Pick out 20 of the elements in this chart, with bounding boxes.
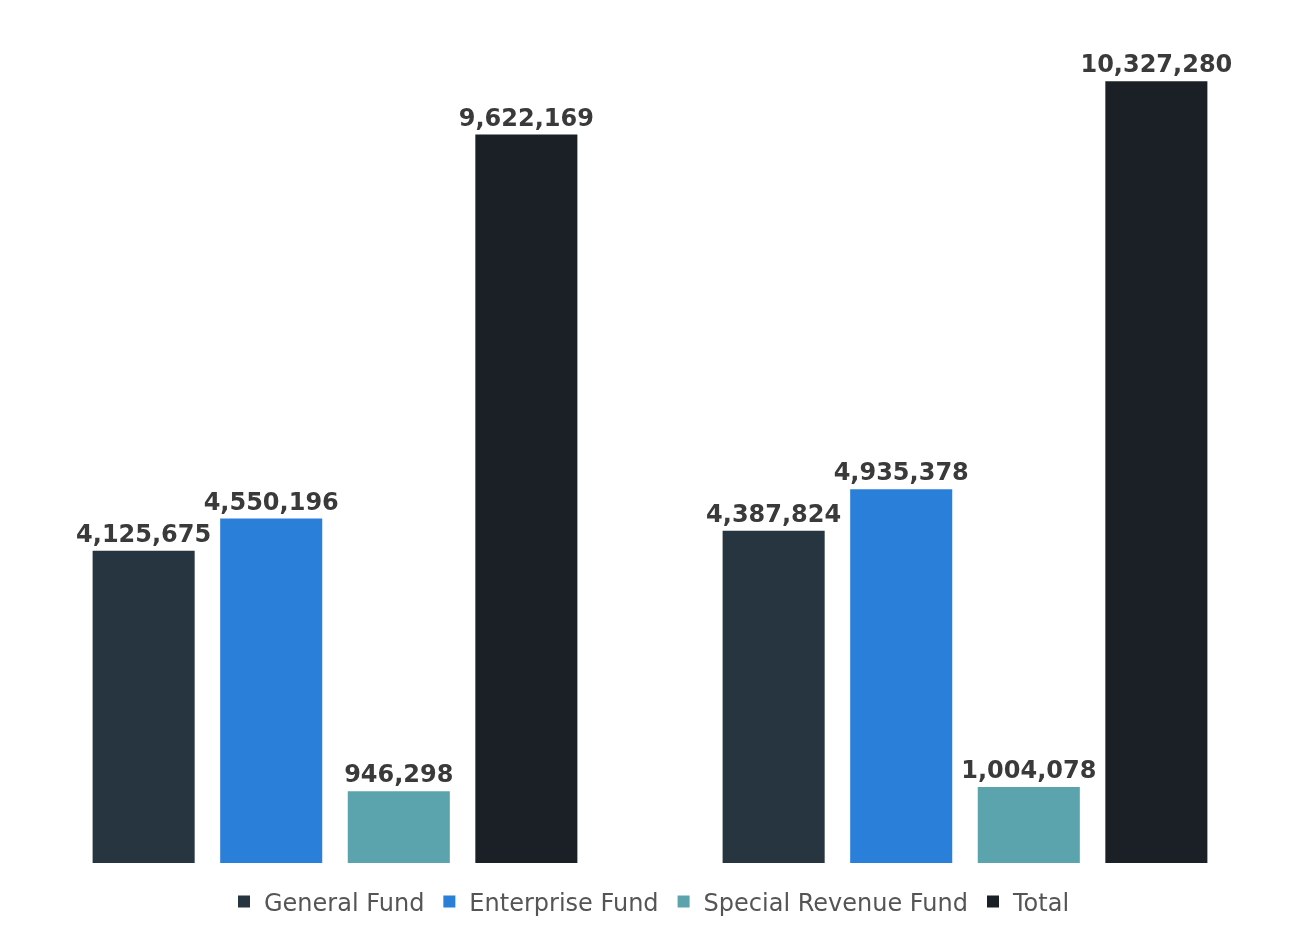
data-label: 1,004,078 <box>961 755 1097 784</box>
legend-label: Total <box>1012 888 1070 917</box>
bar <box>722 530 825 863</box>
bar <box>977 786 1080 863</box>
data-label: 4,550,196 <box>203 487 339 516</box>
bar <box>475 134 578 863</box>
data-label: 4,387,824 <box>706 499 842 528</box>
bar <box>347 791 450 863</box>
legend-label: Special Revenue Fund <box>703 888 968 917</box>
legend-label: Enterprise Fund <box>469 888 659 917</box>
bar <box>220 518 323 863</box>
data-label: 4,125,675 <box>76 519 212 548</box>
bar <box>92 550 195 863</box>
bar <box>1105 81 1208 863</box>
data-label: 10,327,280 <box>1080 50 1233 79</box>
data-label: 4,935,378 <box>833 458 969 487</box>
legend-label: General Fund <box>264 888 425 917</box>
bar <box>850 489 953 863</box>
data-label: 946,298 <box>344 760 454 789</box>
data-label: 9,622,169 <box>458 103 594 132</box>
